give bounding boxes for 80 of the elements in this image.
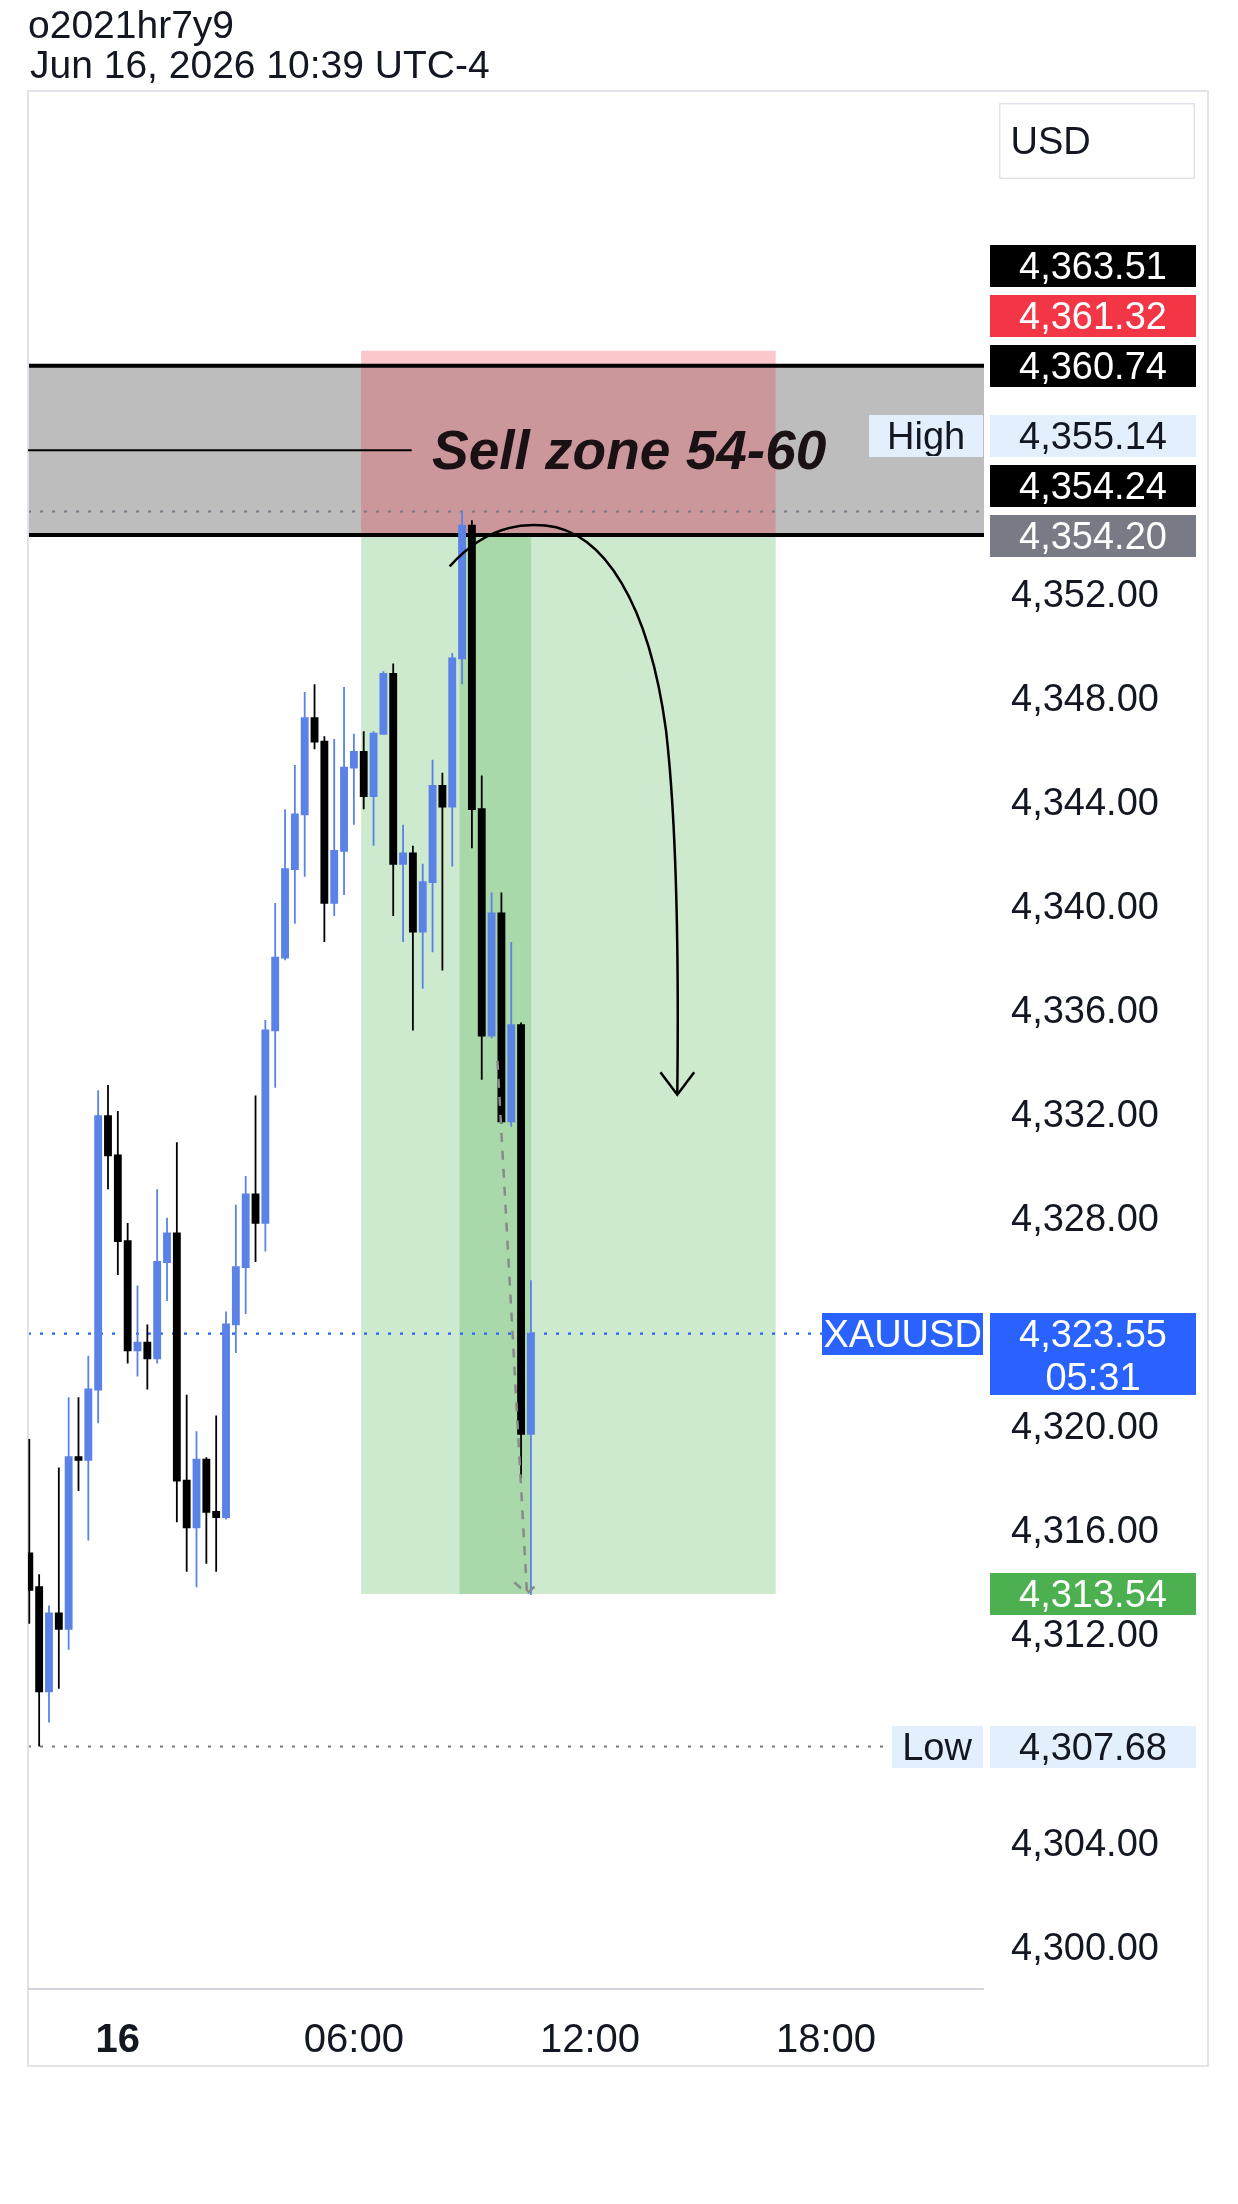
candlestick bbox=[192, 1430, 201, 1589]
y-tick-label: 4,352.00 bbox=[1011, 572, 1159, 615]
candlestick bbox=[163, 1216, 171, 1302]
ref-line-label: 4,307.68 bbox=[1019, 1726, 1167, 1768]
candlestick bbox=[418, 862, 427, 990]
candlestick bbox=[222, 1310, 230, 1521]
y-axis-title: USD bbox=[1010, 120, 1091, 163]
candlestick bbox=[359, 730, 368, 811]
candlestick bbox=[340, 686, 348, 896]
y-tick-label: 4,328.00 bbox=[1011, 1197, 1159, 1240]
candlestick bbox=[261, 1019, 270, 1253]
y-tick-label: 4,332.00 bbox=[1011, 1092, 1159, 1135]
candlestick bbox=[349, 732, 358, 826]
candlestick bbox=[212, 1414, 221, 1573]
candlestick bbox=[290, 764, 299, 925]
x-tick-label: 06:00 bbox=[303, 2015, 404, 2060]
candlestick bbox=[64, 1396, 73, 1651]
candlestick bbox=[448, 652, 457, 868]
candlestick bbox=[143, 1323, 152, 1391]
candlestick bbox=[497, 891, 506, 1125]
x-tick-label: 18:00 bbox=[775, 2015, 877, 2060]
band-label: Sell zone 54-60 bbox=[432, 419, 827, 481]
candlestick bbox=[408, 844, 417, 1032]
text: 4,363.51 bbox=[1019, 245, 1167, 287]
ref-line-label: 4,355.14 bbox=[1019, 415, 1167, 457]
candlestick bbox=[300, 691, 309, 878]
text: 05:31 bbox=[1045, 1356, 1141, 1398]
text: 4,313.54 bbox=[1019, 1573, 1167, 1615]
candlestick bbox=[507, 941, 516, 1128]
candlestick bbox=[271, 901, 280, 1089]
y-tick-label: 4,336.00 bbox=[1011, 988, 1159, 1031]
text: 4,361.32 bbox=[1019, 295, 1167, 337]
y-tick-label: 4,340.00 bbox=[1011, 884, 1159, 927]
candlestick bbox=[45, 1604, 53, 1724]
candlestick bbox=[172, 1141, 181, 1524]
ref-line-label: 4,360.74 bbox=[1019, 345, 1167, 387]
candlestick bbox=[104, 1084, 112, 1191]
annotation: XAUUSD bbox=[823, 1313, 982, 1355]
candlestick bbox=[369, 730, 378, 847]
candlestick bbox=[113, 1110, 122, 1276]
y-tick-label: 4,312.00 bbox=[1011, 1613, 1159, 1656]
candlestick bbox=[74, 1396, 83, 1492]
text: 4,354.20 bbox=[1019, 515, 1167, 557]
candlestick bbox=[35, 1573, 44, 1748]
x-tick-label: 16 bbox=[95, 2015, 141, 2060]
chart-title: o2021hr7y9 bbox=[28, 2, 235, 46]
candlestick bbox=[399, 823, 407, 943]
candlestick bbox=[241, 1175, 250, 1315]
y-tick-label: 4,348.00 bbox=[1011, 676, 1159, 719]
candlestick bbox=[84, 1354, 93, 1542]
candlestick bbox=[389, 662, 398, 917]
ref-line-label: 4,354.24 bbox=[1019, 465, 1167, 507]
y-tick-label: 4,320.00 bbox=[1011, 1405, 1159, 1448]
candlestick bbox=[487, 891, 496, 1040]
candlestick bbox=[133, 1284, 142, 1378]
candlestick bbox=[310, 683, 319, 751]
candlestick bbox=[477, 774, 486, 1081]
candlestick bbox=[251, 1094, 260, 1263]
y-tick-label: 4,304.00 bbox=[1011, 1821, 1159, 1864]
candlestick bbox=[458, 510, 466, 686]
candlestick bbox=[182, 1393, 191, 1573]
candlestick bbox=[330, 738, 339, 917]
candlestick bbox=[281, 808, 289, 962]
annotation: Low bbox=[902, 1726, 973, 1768]
x-tick-label: 12:00 bbox=[539, 2015, 640, 2060]
ref-line-label: 4,323.55 bbox=[1019, 1313, 1167, 1355]
y-tick-label: 4,344.00 bbox=[1011, 780, 1159, 823]
candlestick bbox=[231, 1203, 240, 1354]
candlestick bbox=[94, 1089, 103, 1425]
candlestick bbox=[202, 1456, 211, 1565]
candlestick bbox=[54, 1466, 63, 1690]
y-tick-label: 4,300.00 bbox=[1011, 1925, 1159, 1968]
candlestick bbox=[379, 670, 388, 735]
y-tick-label: 4,316.00 bbox=[1011, 1509, 1159, 1552]
candlestick bbox=[320, 735, 329, 943]
candlestick bbox=[428, 758, 437, 954]
candlestick bbox=[438, 771, 447, 972]
candlestick bbox=[153, 1188, 162, 1365]
candlestick bbox=[526, 1279, 535, 1596]
candlestick bbox=[123, 1222, 132, 1365]
